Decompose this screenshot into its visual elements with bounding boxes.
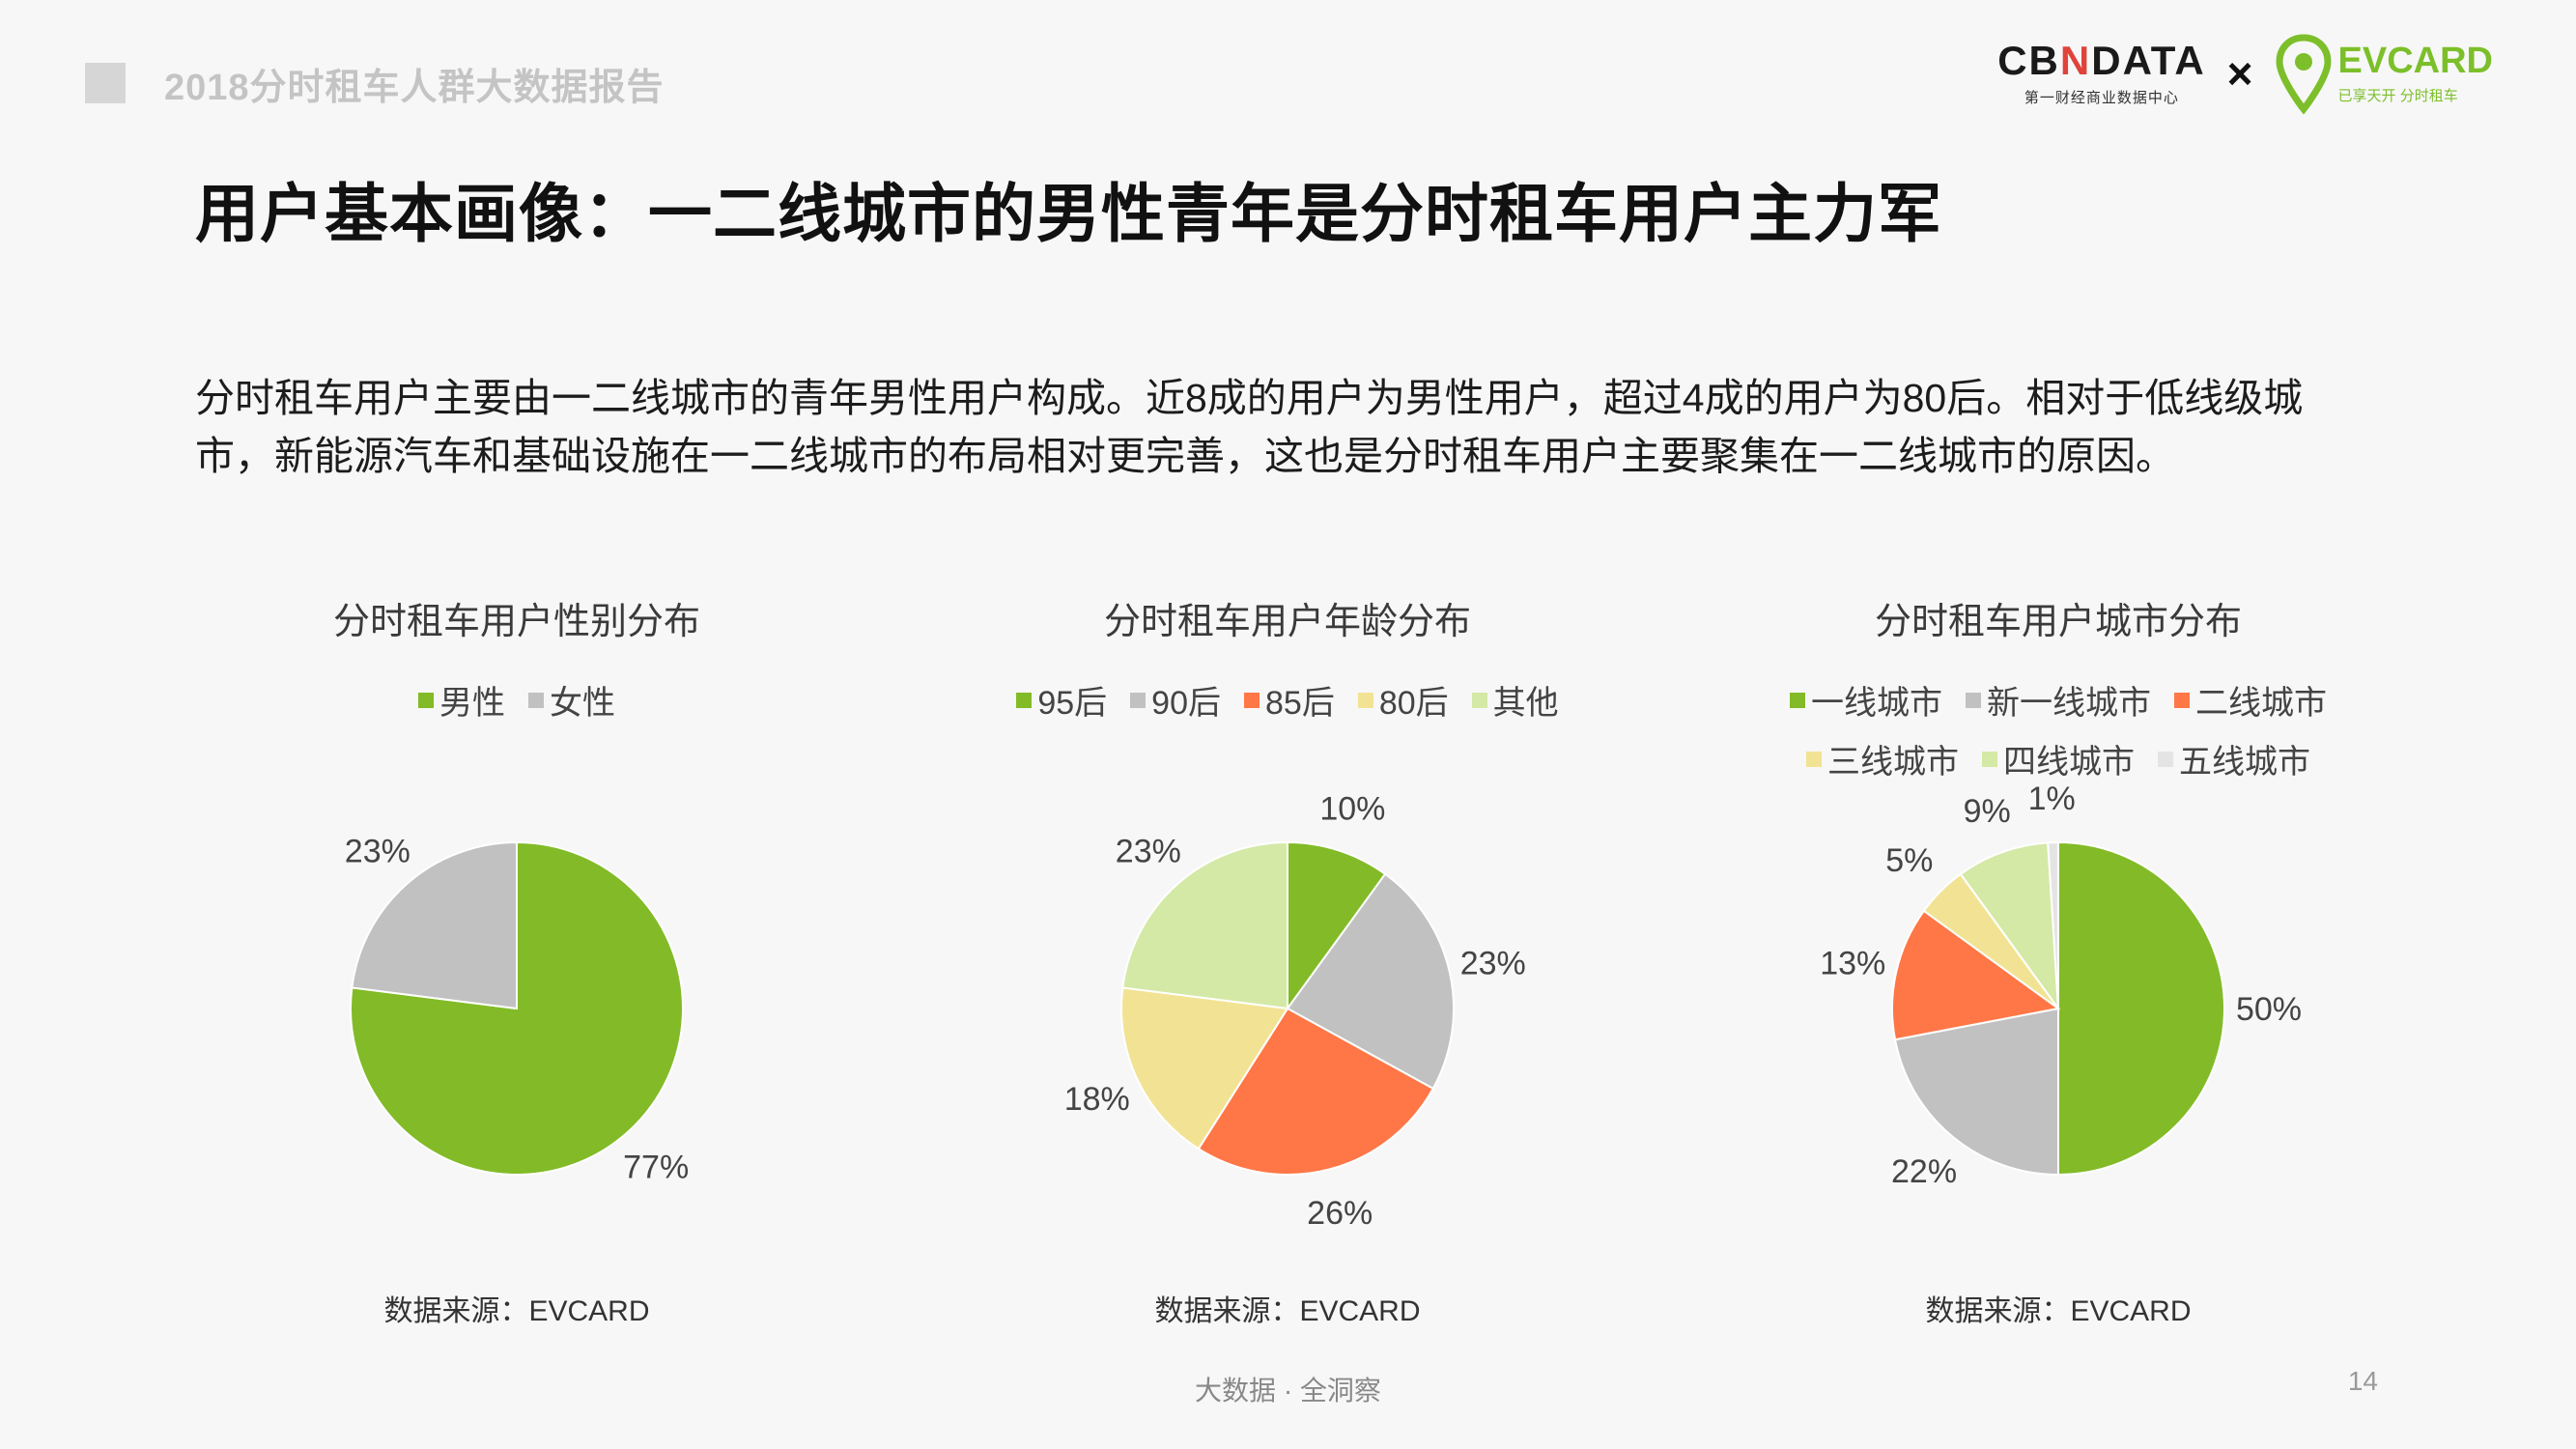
chart-source: 数据来源：EVCARD	[1154, 1295, 1421, 1327]
pie-plot: 50% 22% 13% 5% 9% 1%	[1820, 781, 2302, 1190]
pie-slice	[2047, 840, 2059, 1009]
legend-label: 五线城市	[2179, 744, 2310, 781]
legend-label: 95后	[1037, 685, 1108, 722]
legend-swatch	[1244, 692, 1260, 708]
footer-slogan: 大数据 · 全洞察	[1195, 1376, 1381, 1406]
legend-label: 二线城市	[2195, 685, 2327, 722]
slice-label: 77%	[623, 1150, 689, 1186]
legend-swatch	[528, 692, 544, 708]
slice-label: 22%	[1891, 1153, 1957, 1190]
legend-label: 新一线城市	[1987, 685, 2151, 722]
slice-label: 23%	[1460, 945, 1526, 981]
page-headline: 用户基本画像：一二线城市的男性青年是分时租车用户主力军	[195, 178, 1942, 249]
pie-slice	[1287, 840, 1387, 1012]
legend-item: 80后	[1357, 676, 1449, 724]
chart-title: 分时租车用户城市分布	[1874, 602, 2242, 642]
legend-swatch	[1016, 692, 1033, 708]
slice-label: 5%	[1885, 842, 1933, 879]
pie-slice	[1120, 986, 1289, 1151]
legend-item: 女性	[528, 676, 615, 724]
legend-item: 95后	[1016, 676, 1107, 724]
cbndata-logo: CBNDATA 第一财经商业数据中心	[1997, 37, 2206, 107]
pie-slice	[351, 840, 518, 1010]
city-pie-chart: 分时租车用户城市分布 一线城市 新一线城市 二线城市三线城市 四线城市 五线城市 50%…	[1691, 591, 2425, 1327]
logo-times-sign: ×	[2226, 48, 2253, 99]
summary-paragraph: 分时租车用户主要由一二线城市的青年男性用户构成。近8成的用户为男性用户，超过4成…	[195, 376, 2304, 478]
pie-slice	[1959, 841, 2060, 1012]
pie-slice	[1893, 1007, 2059, 1177]
legend-swatch	[1966, 692, 1981, 708]
gender-pie-chart: 分时租车用户性别分布 男性 女性 77% 23% 数据来源：EVCARD	[150, 591, 884, 1327]
slice-label: 50%	[2236, 991, 2302, 1028]
legend-item: 五线城市	[2158, 735, 2310, 782]
slice-label: 26%	[1307, 1195, 1373, 1232]
slice-label: 1%	[2028, 781, 2076, 817]
legend-item: 85后	[1244, 676, 1335, 724]
slice-label: 23%	[1116, 833, 1181, 869]
age-pie-chart: 分时租车用户年龄分布 95后 90后 85后 80后 其他 10% 23% 26% 18% 23…	[920, 591, 1655, 1327]
legend-item: 90后	[1130, 676, 1221, 724]
header-square-mark	[85, 63, 126, 103]
legend-swatch	[1790, 692, 1805, 708]
chart-legend: 95后 90后 85后 80后 其他	[920, 676, 1655, 735]
page-number: 14	[2347, 1366, 2378, 1396]
legend-item: 其他	[1471, 676, 1559, 724]
legend-swatch	[1982, 751, 1997, 767]
legend-label: 90后	[1151, 685, 1221, 722]
pie-slice	[1286, 872, 1455, 1091]
legend-swatch	[418, 692, 434, 708]
chart-legend: 一线城市 新一线城市 二线城市三线城市 四线城市 五线城市	[1691, 676, 2425, 794]
legend-swatch	[1130, 692, 1146, 708]
legend-label: 四线城市	[2003, 744, 2135, 781]
chart-title: 分时租车用户年龄分布	[1103, 602, 1471, 642]
evcard-logo: EVCARD 已享天开 分时租车	[2275, 32, 2493, 115]
evcard-subtitle: 已享天开 分时租车	[2337, 87, 2458, 104]
cbndata-wordmark: CBNDATA	[1997, 37, 2206, 83]
pie-slice	[1891, 909, 2061, 1041]
legend-item: 三线城市	[1806, 735, 1959, 782]
pie-slice	[1197, 1007, 1435, 1176]
legend-swatch	[2158, 751, 2173, 767]
legend-swatch	[1357, 692, 1373, 708]
partner-logos: CBNDATA 第一财经商业数据中心 × EVCARD 已享天开 分时租车	[1997, 29, 2493, 118]
pie-slice	[2057, 840, 2225, 1177]
legend-label: 女性	[550, 685, 615, 722]
legend-label: 男性	[439, 685, 505, 722]
legend-label: 85后	[1265, 685, 1335, 722]
report-header: 2018分时租车人群大数据报告	[85, 60, 665, 108]
slice-label: 13%	[1820, 945, 1885, 981]
legend-label: 一线城市	[1811, 685, 1942, 722]
chart-title: 分时租车用户性别分布	[332, 602, 700, 642]
pie-plot: 77% 23%	[345, 833, 689, 1186]
legend-label: 其他	[1492, 685, 1559, 722]
legend-swatch	[1806, 751, 1822, 767]
slice-label: 18%	[1064, 1081, 1130, 1118]
legend-swatch	[1471, 692, 1487, 708]
legend-item: 二线城市	[2174, 676, 2327, 724]
legend-label: 80后	[1378, 685, 1449, 722]
legend-swatch	[2174, 692, 2190, 708]
legend-item: 一线城市	[1790, 676, 1942, 724]
evcard-wordmark: EVCARD	[2337, 40, 2493, 81]
pie-slice	[1121, 840, 1288, 1010]
legend-item: 男性	[418, 676, 505, 724]
slice-label: 9%	[1964, 793, 2011, 830]
pie-plot: 10% 23% 26% 18% 23%	[1064, 791, 1526, 1232]
slice-label: 23%	[345, 833, 410, 869]
legend-item: 四线城市	[1982, 735, 2135, 782]
chart-source: 数据来源：EVCARD	[1925, 1295, 2192, 1327]
legend-label: 三线城市	[1827, 744, 1959, 781]
report-title: 2018分时租车人群大数据报告	[164, 67, 665, 108]
location-pin-icon	[2276, 34, 2332, 115]
slice-label: 10%	[1319, 791, 1385, 828]
chart-legend: 男性 女性	[150, 676, 884, 735]
cbndata-subtitle: 第一财经商业数据中心	[2024, 89, 2179, 106]
chart-source: 数据来源：EVCARD	[383, 1295, 650, 1327]
legend-item: 新一线城市	[1966, 676, 2151, 724]
